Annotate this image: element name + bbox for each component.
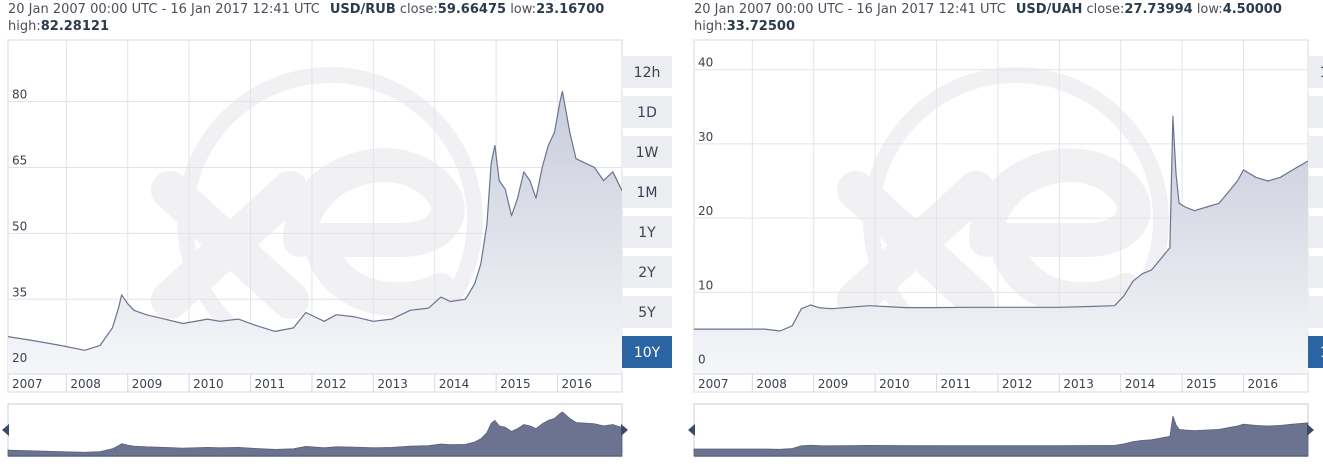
- range-button-1d[interactable]: 1D: [1308, 96, 1323, 130]
- range-button-12h[interactable]: 12h: [1308, 56, 1323, 90]
- y-tick-label: 0: [698, 353, 706, 367]
- navigator-series: [7, 411, 623, 457]
- x-tick-label: 2007: [698, 377, 729, 391]
- period-label: 20 Jan 2007 00:00 UTC - 16 Jan 2017 12:4…: [8, 2, 320, 17]
- y-tick-label: 30: [698, 130, 713, 144]
- y-tick-label: 50: [12, 219, 27, 233]
- y-tick-label: 80: [12, 88, 27, 102]
- low-value: 4.50000: [1222, 2, 1282, 17]
- period-label: 20 Jan 2007 00:00 UTC - 16 Jan 2017 12:4…: [694, 2, 1006, 17]
- navigator-left-handle: [2, 424, 9, 436]
- navigator-right-handle: [1307, 424, 1314, 436]
- high-label: high:: [8, 19, 41, 34]
- x-tick-label: 2012: [1002, 377, 1033, 391]
- currency-pair: USD/UAH: [1015, 2, 1083, 17]
- range-button-1d[interactable]: 1D: [622, 96, 672, 130]
- y-tick-label: 35: [12, 285, 27, 299]
- x-tick-label: 2010: [879, 377, 910, 391]
- series-line: [694, 115, 1309, 332]
- range-button-2y[interactable]: 2Y: [1308, 256, 1323, 290]
- x-tick-label: 2008: [70, 377, 101, 391]
- range-button-1m[interactable]: 1M: [1308, 176, 1323, 210]
- x-tick-label: 2014: [1125, 377, 1156, 391]
- series-area: [8, 91, 622, 375]
- x-tick-label: 2011: [255, 377, 286, 391]
- range-button-1w[interactable]: 1W: [1308, 136, 1323, 170]
- x-tick-label: 2009: [818, 377, 849, 391]
- x-tick-label: 2013: [1063, 377, 1094, 391]
- high-value: 33.72500: [726, 19, 795, 34]
- high-label: high:: [694, 19, 727, 34]
- x-tick-label: 2009: [132, 377, 163, 391]
- x-axis: [7, 373, 623, 393]
- x-tick-label: 2016: [1248, 377, 1279, 391]
- range-button-5y[interactable]: 5Y: [622, 296, 672, 330]
- y-tick-label: 65: [12, 153, 27, 167]
- close-value: 27.73994: [1124, 2, 1193, 17]
- x-tick-label: 2012: [316, 377, 347, 391]
- x-tick-label: 2010: [193, 377, 224, 391]
- x-tick-label: 2011: [941, 377, 972, 391]
- x-tick-label: 2008: [756, 377, 787, 391]
- x-tick-label: 2014: [439, 377, 470, 391]
- range-button-10y[interactable]: 10Y: [1308, 336, 1323, 370]
- range-button-2y[interactable]: 2Y: [622, 256, 672, 290]
- y-tick-label: 40: [698, 56, 713, 70]
- chart-svg: 20 35 50 65 80 2007 2008 2009 2010 2011 2012 2013 20…: [2, 39, 628, 457]
- chart-header: 20 Jan 2007 00:00 UTC - 16 Jan 2017 12:4…: [694, 1, 1282, 35]
- x-axis: [693, 373, 1309, 393]
- range-button-1y[interactable]: 1Y: [622, 216, 672, 250]
- range-button-5y[interactable]: 5Y: [1308, 296, 1323, 330]
- range-button-10y[interactable]: 10Y: [622, 336, 672, 370]
- close-label: close:: [399, 2, 438, 17]
- series-line: [7, 90, 623, 351]
- high-value: 82.28121: [40, 19, 109, 34]
- navigator-series: [693, 415, 1309, 457]
- chart-panel-usd-uah: 20 Jan 2007 00:00 UTC - 16 Jan 2017 12:4…: [686, 0, 1323, 464]
- x-tick-label: 2007: [12, 377, 43, 391]
- range-button-1m[interactable]: 1M: [622, 176, 672, 210]
- chart-panel-usd-rub: 20 Jan 2007 00:00 UTC - 16 Jan 2017 12:4…: [2, 1, 672, 457]
- chart-svg: 0 10 20 30 40 2007 2008 2009 2010 2011 2012 2013 201…: [688, 39, 1314, 457]
- x-tick-label: 2015: [1186, 377, 1217, 391]
- y-tick-label: 20: [12, 351, 27, 365]
- x-tick-label: 2013: [377, 377, 408, 391]
- currency-pair: USD/RUB: [329, 2, 396, 17]
- low-value: 23.16700: [536, 2, 605, 17]
- y-tick-label: 20: [698, 204, 713, 218]
- x-tick-label: 2015: [500, 377, 531, 391]
- series-area: [694, 116, 1308, 375]
- close-label: close:: [1086, 2, 1125, 17]
- x-tick-label: 2016: [562, 377, 593, 391]
- range-button-12h[interactable]: 12h: [622, 56, 672, 90]
- chart-header: 20 Jan 2007 00:00 UTC - 16 Jan 2017 12:4…: [8, 1, 604, 35]
- navigator-left-handle: [688, 424, 695, 436]
- low-label: low:: [1196, 2, 1223, 17]
- range-button-1y[interactable]: 1Y: [1308, 216, 1323, 250]
- low-label: low:: [510, 2, 537, 17]
- close-value: 59.66475: [437, 2, 507, 17]
- range-button-1w[interactable]: 1W: [622, 136, 672, 170]
- navigator-right-handle: [621, 424, 628, 436]
- y-tick-label: 10: [698, 278, 713, 292]
